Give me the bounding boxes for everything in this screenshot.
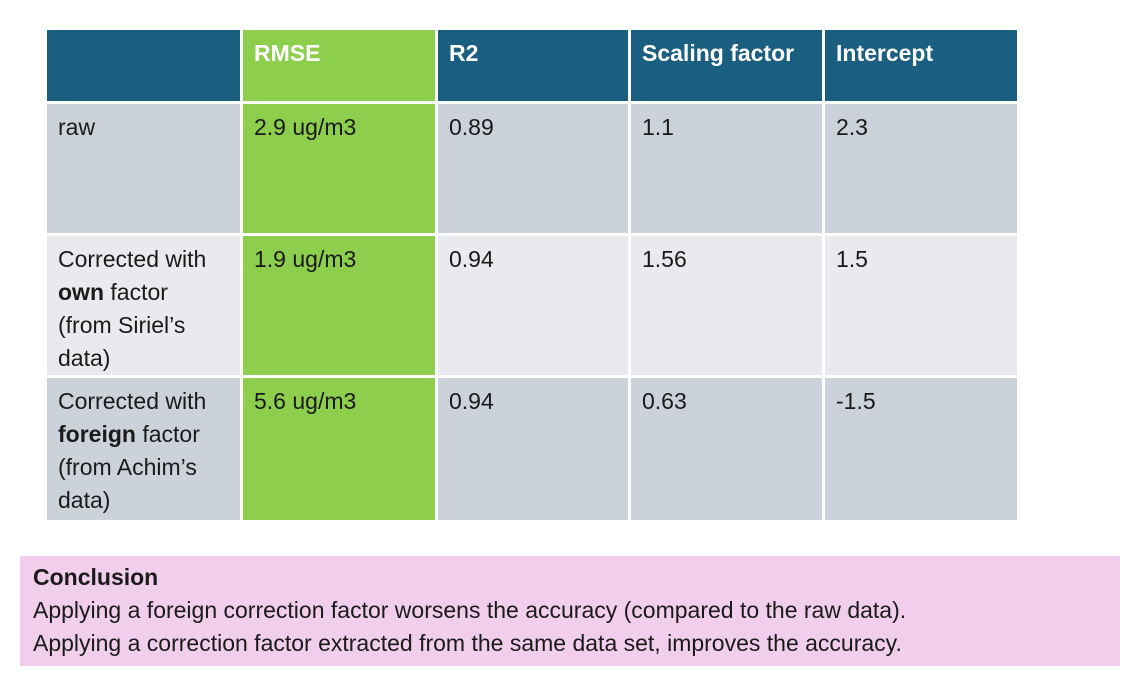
header-cell-intercept: Intercept	[825, 30, 1017, 101]
cell-foreign-intercept: -1.5	[825, 378, 1017, 520]
conclusion-box: Conclusion Applying a foreign correction…	[20, 556, 1120, 666]
cell-own-scaling-factor: 1.56	[631, 236, 822, 375]
cell-foreign-scaling-factor: 0.63	[631, 378, 822, 520]
label-text-segment: foreign	[58, 421, 136, 447]
label-text-segment: factor (from Siriel’s data)	[58, 279, 186, 371]
conclusion-title: Conclusion	[33, 564, 159, 590]
cell-raw-rmse: 2.9 ug/m3	[243, 104, 435, 233]
row-label-raw: raw	[47, 104, 240, 233]
label-text-segment: Corrected with	[58, 388, 207, 414]
header-cell-rmse: RMSE	[243, 30, 435, 101]
row-label-own-factor: Corrected with own factor (from Siriel’s…	[47, 236, 240, 375]
label-text-segment: Corrected with	[58, 246, 207, 272]
header-cell-r2: R2	[438, 30, 628, 101]
cell-raw-scaling-factor: 1.1	[631, 104, 822, 233]
row-label-foreign-factor: Corrected with foreign factor (from Achi…	[47, 378, 240, 520]
conclusion-line-2: Applying a correction factor extracted f…	[33, 630, 902, 656]
cell-raw-intercept: 2.3	[825, 104, 1017, 233]
cell-own-rmse: 1.9 ug/m3	[243, 236, 435, 375]
cell-foreign-r2: 0.94	[438, 378, 628, 520]
label-text-segment: factor (from Achim’s data)	[58, 421, 200, 513]
conclusion-line-1: Applying a foreign correction factor wor…	[33, 597, 907, 623]
cell-raw-r2: 0.89	[438, 104, 628, 233]
label-text-segment: own	[58, 279, 104, 305]
cell-foreign-rmse: 5.6 ug/m3	[243, 378, 435, 520]
results-table: RMSE R2 Scaling factor Intercept raw 2.9…	[47, 30, 1017, 520]
cell-own-intercept: 1.5	[825, 236, 1017, 375]
cell-own-r2: 0.94	[438, 236, 628, 375]
header-cell-scaling-factor: Scaling factor	[631, 30, 822, 101]
label-text-segment: raw	[58, 114, 96, 140]
header-cell-empty	[47, 30, 240, 101]
